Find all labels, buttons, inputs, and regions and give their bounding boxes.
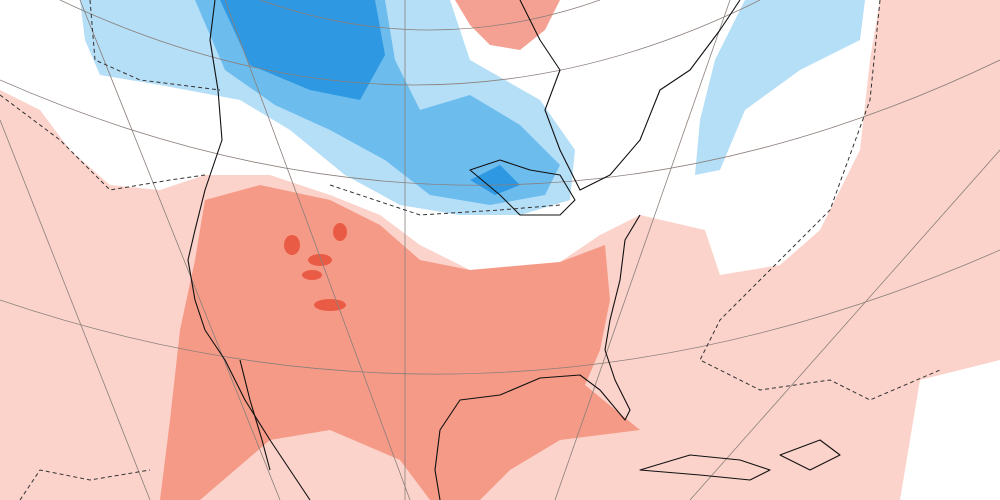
coastlines (187, 0, 841, 500)
contour (699, 0, 941, 401)
coastline (434, 214, 641, 500)
longitude-line (79, 0, 281, 500)
latitude-line (259, 0, 601, 31)
coastline (519, 0, 741, 191)
great-lakes (469, 159, 576, 216)
strong-warm-anomaly-spot (333, 223, 347, 241)
longitude-line (0, 119, 151, 500)
warm-anomaly-area (160, 185, 640, 500)
cold-anomaly-area (695, 0, 865, 175)
strong-cold-anomaly-area (220, 0, 385, 100)
strong-cold-anomaly-area (470, 165, 520, 195)
latitude-line (0, 59, 1000, 186)
longitude-line (689, 149, 1000, 500)
coastline (239, 359, 271, 471)
anomaly-contours (0, 0, 941, 500)
neutral-anomaly-area (900, 360, 1000, 500)
strong-warm-anomaly-spot (314, 299, 346, 311)
island (779, 439, 841, 471)
latitude-line (0, 249, 1000, 375)
longitude-line (554, 0, 731, 500)
contour (329, 184, 561, 216)
strong-warm-anomaly-spot (284, 235, 300, 255)
longitude-line (224, 0, 411, 500)
contour (89, 0, 221, 91)
island (639, 454, 771, 481)
latitude-line (59, 0, 761, 86)
strong-warm-anomaly-spot (308, 254, 332, 266)
strong-warm-anomaly-spot (302, 270, 322, 280)
contour (0, 94, 206, 191)
warm-anomaly-area (455, 0, 560, 50)
coastline (187, 0, 311, 500)
